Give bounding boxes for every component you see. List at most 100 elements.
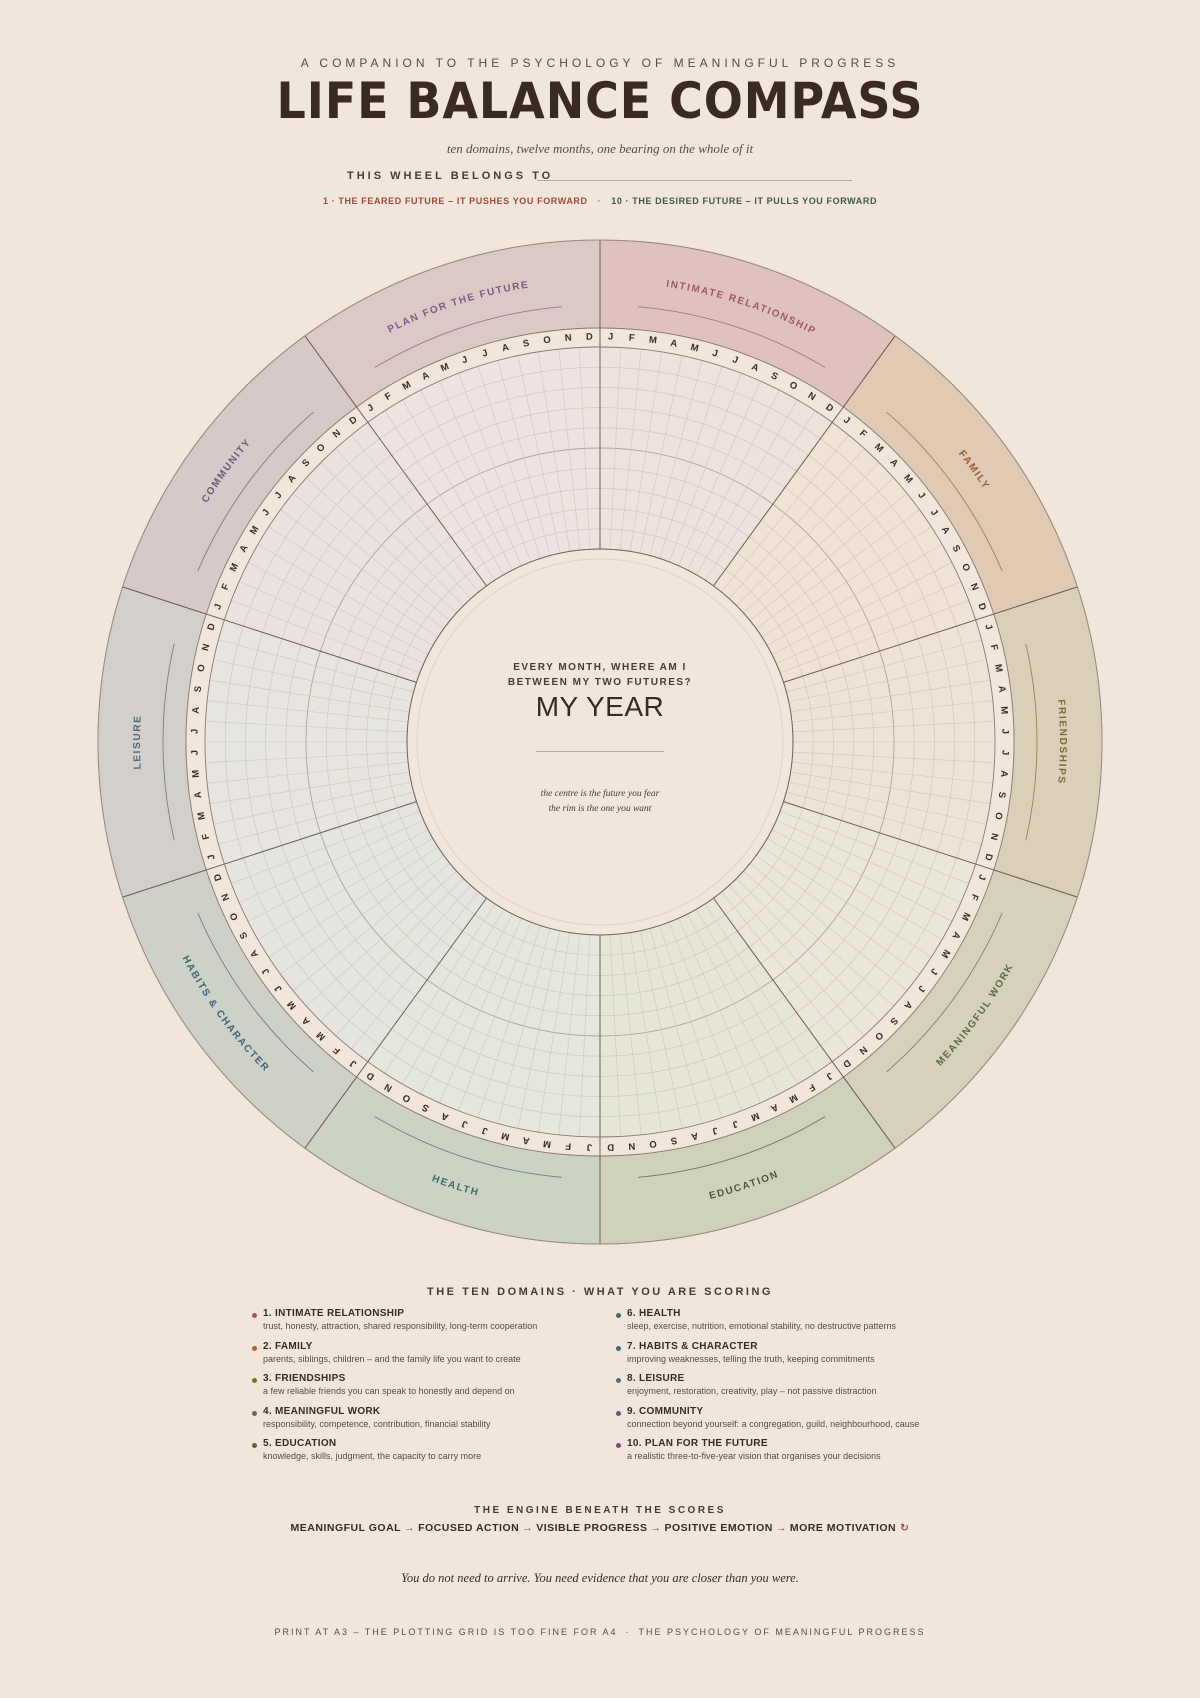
month-label: M <box>992 663 1004 673</box>
domain-item: 10. PLAN FOR THE FUTURE a realistic three… <box>616 1438 996 1471</box>
month-spoke <box>292 493 451 621</box>
month-label: M <box>228 562 241 574</box>
month-label: O <box>228 911 241 922</box>
month-spoke <box>497 360 551 556</box>
month-spoke <box>558 933 581 1135</box>
month-spoke <box>649 928 703 1124</box>
month-spoke <box>268 526 439 638</box>
month-label: M <box>689 342 699 355</box>
month-spoke <box>776 581 961 664</box>
engine-arrow: → <box>650 1522 662 1534</box>
month-label: A <box>939 525 952 537</box>
month-label: J <box>841 415 852 427</box>
month-label: J <box>260 966 272 977</box>
month-label: A <box>238 543 251 554</box>
center-rule <box>536 751 664 752</box>
domain-description: improving weaknesses, telling the truth,… <box>627 1353 875 1364</box>
center-title: MY YEAR <box>535 691 665 722</box>
month-spoke <box>678 381 761 566</box>
domain-item: 9. COMMUNITY connection beyond yourself: … <box>616 1406 996 1439</box>
month-spoke <box>477 366 541 559</box>
month-label: F <box>331 1044 343 1056</box>
month-spoke <box>247 829 429 922</box>
domain-bullet <box>252 1378 257 1383</box>
month-label: A <box>501 342 510 354</box>
month-spoke <box>384 410 496 581</box>
domain-name: 10. PLAN FOR THE FUTURE <box>627 1438 768 1449</box>
month-spoke <box>537 932 571 1133</box>
month-label: S <box>769 370 779 383</box>
month-spoke <box>728 885 865 1036</box>
center-question: EVERY MONTH, WHERE AM I BETWEEN MY TWO F… <box>0 660 1200 690</box>
domain-arc-accent <box>886 912 1003 1073</box>
month-label: F <box>968 892 980 902</box>
month-label: F <box>565 1140 572 1151</box>
month-spoke <box>231 810 420 884</box>
domain-label-text: LEISURE <box>132 714 142 769</box>
month-spoke <box>207 700 409 723</box>
footer-print-note: PRINT AT A3 – THE PLOTTING GRID IS TOO F… <box>274 1627 618 1637</box>
center-note: the centre is the future you fear the ri… <box>0 787 1200 817</box>
month-label: J <box>460 354 469 366</box>
month-spoke <box>755 855 920 975</box>
month-spoke <box>766 838 943 940</box>
month-spoke <box>736 878 880 1022</box>
month-label: N <box>628 1140 636 1152</box>
month-spoke <box>788 781 987 825</box>
month-label: J <box>915 490 927 501</box>
domain-divider <box>783 801 1078 898</box>
month-label: J <box>999 750 1010 756</box>
month-label: M <box>542 1138 551 1150</box>
month-label: J <box>928 966 940 977</box>
month-spoke <box>420 389 513 571</box>
month-label: F <box>857 428 869 440</box>
domain-arc-accent <box>374 1116 562 1178</box>
month-label: A <box>440 1110 451 1123</box>
month-label: A <box>750 361 761 374</box>
month-label: M <box>439 361 451 374</box>
domain-arc-accent <box>197 912 314 1073</box>
footer-series: THE PSYCHOLOGY OF MEANINGFUL PROGRESS <box>638 1627 926 1637</box>
month-label: M <box>500 1130 510 1143</box>
domain-name: 5. EDUCATION <box>263 1438 337 1449</box>
month-label: F <box>988 643 1000 651</box>
month-spoke <box>213 659 412 703</box>
center-question-line-2: BETWEEN MY TWO FUTURES? <box>507 677 693 688</box>
domain-name: 3. FRIENDSHIPS <box>263 1373 346 1384</box>
month-spoke <box>320 878 464 1022</box>
month-spoke <box>420 913 513 1095</box>
domain-bullet <box>616 1378 621 1383</box>
month-spoke <box>497 928 551 1124</box>
month-label: J <box>481 1124 489 1136</box>
month-label: S <box>238 930 251 941</box>
month-spoke <box>659 366 723 559</box>
month-label: N <box>219 892 232 903</box>
month-spoke <box>780 810 969 884</box>
month-label: F <box>806 1081 817 1094</box>
month-label: A <box>420 370 431 383</box>
domain-item: 3. FRIENDSHIPS a few reliable friends you… <box>252 1373 632 1406</box>
month-label: F <box>383 390 394 403</box>
month-label: O <box>992 811 1004 820</box>
engine-chain: MEANINGFUL GOAL → FOCUSED ACTION → VISIBLE P… <box>0 1522 1200 1534</box>
month-spoke <box>306 477 457 614</box>
month-spoke <box>704 410 816 581</box>
month-label: M <box>998 706 1010 715</box>
domain-name: 2. FAMILY <box>263 1340 313 1352</box>
domain-arc-accent <box>197 411 314 572</box>
domain-item: 5. EDUCATION knowledge, skills, judgment,… <box>252 1438 632 1471</box>
month-spoke <box>384 903 496 1074</box>
month-spoke <box>755 509 920 629</box>
header-kicker: A COMPANION TO THE PSYCHOLOGY OF MEANING… <box>300 56 900 70</box>
month-label: O <box>196 664 208 673</box>
month-label: J <box>824 1070 835 1082</box>
owner-name-line[interactable] <box>537 180 852 181</box>
domain-arc-accent <box>886 411 1003 572</box>
month-label: D <box>823 402 835 415</box>
domain-name: 7. HABITS & CHARACTER <box>627 1340 758 1352</box>
month-label: J <box>348 1057 359 1069</box>
month-label: A <box>690 1130 699 1142</box>
domain-arc-accent <box>162 643 175 841</box>
month-spoke <box>239 581 424 664</box>
month-label: A <box>193 791 205 799</box>
